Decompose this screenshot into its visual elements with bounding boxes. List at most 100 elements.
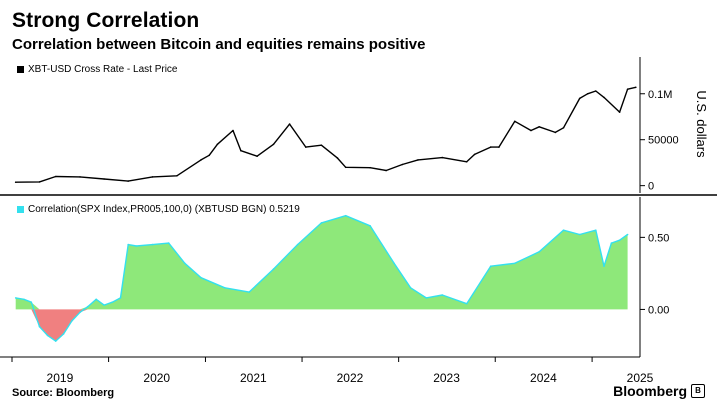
correlation-data-point xyxy=(626,233,629,236)
correlation-data-point xyxy=(489,265,492,268)
chart-title: Strong Correlation xyxy=(12,9,200,32)
correlation-panel: 0.00 0.50 xyxy=(14,197,669,357)
price-data-point xyxy=(514,120,516,123)
x-axis-tick-label: 2021 xyxy=(240,371,267,385)
price-data-point xyxy=(54,175,57,178)
correlation-data-point xyxy=(578,233,581,236)
x-axis: 2019 2020 2021 2022 2023 2024 2025 xyxy=(0,356,654,385)
correlation-data-point xyxy=(30,301,33,304)
correlation-legend-swatch xyxy=(17,206,24,213)
price-panel: 0 50000 0.1M U.S. dollars xyxy=(0,57,717,196)
x-axis-tick-label: 2022 xyxy=(337,371,364,385)
price-data-point xyxy=(103,178,105,180)
price-data-point xyxy=(489,146,492,148)
brand-name: Bloomberg xyxy=(613,383,687,399)
price-data-point xyxy=(385,169,388,172)
price-data-point xyxy=(288,123,291,125)
x-axis-tick-label: 2025 xyxy=(627,371,654,385)
correlation-data-point xyxy=(119,297,122,299)
price-data-point xyxy=(336,157,339,159)
price-data-point xyxy=(465,161,468,163)
correlation-legend: Correlation(SPX Index,PR005,100,0) (XBTU… xyxy=(11,202,306,217)
correlation-data-point xyxy=(127,243,129,246)
correlation-data-point xyxy=(618,239,621,241)
price-legend-label: XBT-USD Cross Rate - Last Price xyxy=(28,64,178,75)
correlation-data-point xyxy=(14,297,17,299)
brand-logo: Bloomberg B xyxy=(613,383,705,399)
correlation-data-point xyxy=(514,262,516,265)
price-data-point xyxy=(232,129,234,132)
correlation-positive-area xyxy=(15,215,628,310)
price-data-point xyxy=(441,156,444,159)
correlation-data-point xyxy=(248,291,250,293)
correlation-data-point xyxy=(409,287,412,289)
correlation-data-point xyxy=(538,251,540,253)
price-data-point xyxy=(618,111,621,113)
correlation-legend-label: Correlation(SPX Index,PR005,100,0) (XBTU… xyxy=(28,204,300,215)
price-data-point xyxy=(369,166,371,169)
source-note: Source: Bloomberg xyxy=(12,387,115,399)
correlation-data-point xyxy=(38,325,41,328)
price-data-point xyxy=(208,154,210,157)
price-data-point xyxy=(498,146,500,148)
bloomberg-logo-icon: B xyxy=(691,384,705,398)
price-data-point xyxy=(344,166,347,169)
price-data-point xyxy=(473,153,476,156)
price-data-point xyxy=(554,131,557,134)
price-data-point xyxy=(127,180,129,182)
correlation-data-point xyxy=(54,340,57,342)
price-data-point xyxy=(14,181,17,183)
correlation-data-point xyxy=(167,242,170,244)
chart-subtitle: Correlation between Bitcoin and equities… xyxy=(12,36,426,53)
price-data-point xyxy=(530,129,532,132)
price-series-line xyxy=(15,86,636,183)
price-data-point xyxy=(305,146,307,148)
correlation-data-point xyxy=(595,229,597,231)
price-data-point xyxy=(256,155,258,157)
price-y-tick-label: 0 xyxy=(648,181,654,193)
correlation-y-tick-label: 0.00 xyxy=(648,304,669,316)
price-data-point xyxy=(417,159,419,161)
correlation-series-line xyxy=(15,215,629,342)
correlation-data-point xyxy=(184,262,186,265)
correlation-data-point xyxy=(320,222,323,224)
price-data-point xyxy=(320,144,323,146)
price-data-point xyxy=(240,149,242,152)
correlation-data-point xyxy=(62,333,65,335)
price-data-point xyxy=(216,143,219,146)
correlation-data-point xyxy=(95,298,97,301)
correlation-data-point xyxy=(71,320,73,322)
price-data-point xyxy=(151,176,154,178)
price-y-tick-label: 0.1M xyxy=(648,89,672,101)
price-data-point xyxy=(401,163,404,166)
correlation-data-point xyxy=(465,302,468,305)
x-axis-tick-label: 2019 xyxy=(47,371,74,385)
price-y-axis-label: U.S. dollars xyxy=(694,90,709,158)
correlation-data-point xyxy=(369,225,371,227)
correlation-data-point xyxy=(272,268,275,270)
correlation-data-point xyxy=(441,294,444,296)
correlation-data-point xyxy=(224,287,226,289)
correlation-data-point xyxy=(23,298,25,301)
price-data-point xyxy=(603,96,605,99)
price-data-point xyxy=(38,181,41,183)
price-legend: XBT-USD Cross Rate - Last Price xyxy=(11,62,184,77)
price-legend-swatch xyxy=(17,66,24,73)
price-data-point xyxy=(595,90,597,92)
price-y-tick-label: 50000 xyxy=(648,135,679,147)
correlation-data-point xyxy=(393,262,395,265)
x-axis-tick-label: 2023 xyxy=(433,371,460,385)
price-data-point xyxy=(562,127,565,129)
price-data-point xyxy=(626,88,629,90)
correlation-data-point xyxy=(79,311,81,314)
x-axis-tick-label: 2024 xyxy=(530,371,557,385)
correlation-data-point xyxy=(562,229,565,231)
price-data-point xyxy=(578,97,581,100)
correlation-data-point xyxy=(344,214,347,217)
correlation-data-point xyxy=(87,305,89,308)
correlation-data-point xyxy=(603,265,605,268)
correlation-negative-area xyxy=(15,309,628,342)
correlation-data-point xyxy=(200,276,202,279)
x-axis-tick-label: 2020 xyxy=(143,371,170,385)
